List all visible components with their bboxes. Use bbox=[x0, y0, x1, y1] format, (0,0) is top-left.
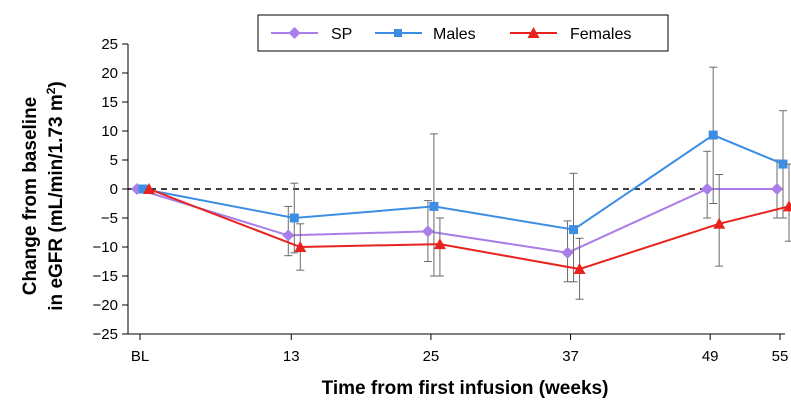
y-axis-title: Change from baseline in eGFR (mL/min/1.7… bbox=[20, 81, 67, 310]
data-point bbox=[421, 225, 434, 238]
data-point bbox=[561, 246, 574, 259]
data-point bbox=[569, 225, 579, 235]
legend-marker-females bbox=[527, 27, 540, 38]
data-point bbox=[143, 183, 155, 194]
x-tick-label: 49 bbox=[702, 348, 719, 365]
y-tick-label: 25 bbox=[101, 36, 118, 53]
legend-label-sp: SP bbox=[331, 26, 352, 43]
series-females bbox=[143, 163, 791, 300]
y-tick-label: 5 bbox=[110, 152, 118, 169]
legend: SP Males Females bbox=[257, 14, 669, 52]
y-tick-label: 20 bbox=[101, 65, 118, 82]
data-point bbox=[138, 184, 148, 194]
data-point bbox=[713, 217, 726, 229]
y-axis-title-superscript: 2 bbox=[44, 87, 58, 94]
y-axis-title-close: ) bbox=[46, 81, 67, 87]
y-tick-label: −10 bbox=[93, 239, 118, 256]
y-tick-label: 10 bbox=[101, 123, 118, 140]
x-tick-label: 55 bbox=[772, 348, 789, 365]
axes bbox=[127, 44, 785, 335]
series-sp bbox=[131, 150, 783, 283]
legend-marker-males bbox=[394, 29, 402, 37]
x-tick-label: 13 bbox=[283, 348, 300, 365]
legend-label-males: Males bbox=[433, 26, 476, 43]
y-tick-label: 0 bbox=[110, 181, 118, 198]
x-tick-label: 25 bbox=[423, 348, 440, 365]
x-ticks: BL 13 25 37 49 55 bbox=[131, 334, 789, 365]
data-point bbox=[701, 183, 714, 195]
y-tick-label: 15 bbox=[101, 94, 118, 111]
x-tick-label: BL bbox=[131, 348, 149, 365]
y-tick-label: −5 bbox=[101, 210, 118, 227]
data-point bbox=[783, 200, 791, 212]
data-point bbox=[771, 183, 783, 195]
data-point bbox=[708, 130, 718, 140]
y-axis-title-main: in eGFR (mL/min/1.73 m bbox=[46, 94, 67, 310]
data-point bbox=[289, 213, 299, 223]
x-axis-title: Time from first infusion (weeks) bbox=[322, 378, 609, 399]
data-point bbox=[778, 159, 788, 169]
data-point bbox=[282, 229, 295, 242]
data-point bbox=[294, 241, 307, 252]
x-tick-label: 37 bbox=[562, 348, 579, 365]
legend-label-females: Females bbox=[570, 26, 631, 43]
y-tick-label: −15 bbox=[93, 268, 118, 285]
y-axis-title-line1: Change from baseline bbox=[20, 97, 41, 296]
y-tick-label: −25 bbox=[93, 326, 118, 343]
y-ticks: 25 20 15 10 5 0 −5 −10 −15 −20 −25 bbox=[93, 36, 128, 343]
legend-marker-sp bbox=[288, 27, 301, 39]
y-axis-title-line2: in eGFR (mL/min/1.73 m2) bbox=[44, 81, 67, 310]
series-males bbox=[138, 66, 788, 283]
series-layer bbox=[131, 66, 791, 300]
data-point bbox=[433, 238, 446, 250]
series-line bbox=[148, 188, 790, 271]
series-line bbox=[142, 133, 784, 231]
data-point bbox=[573, 263, 586, 275]
data-point bbox=[429, 201, 439, 211]
y-tick-label: −20 bbox=[93, 297, 118, 314]
legend-box bbox=[257, 14, 669, 52]
